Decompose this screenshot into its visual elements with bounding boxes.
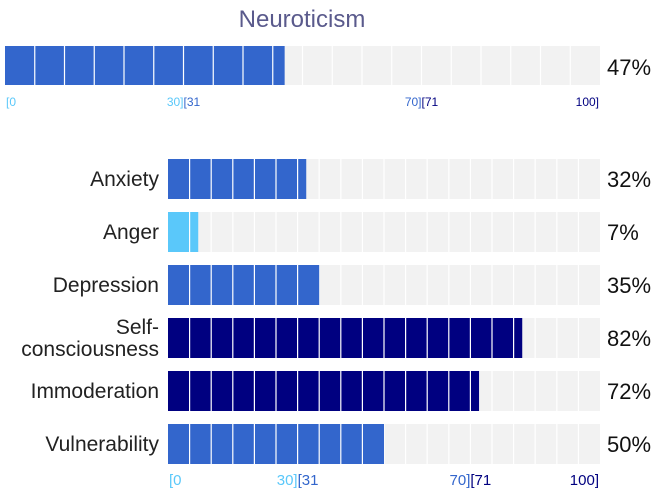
overall-tick-label: 70][71 [405, 95, 439, 109]
overall-tick-label: [0 [6, 95, 16, 109]
overall-tick-label: 100] [576, 95, 599, 109]
overall-bar-fill [5, 46, 285, 85]
overall-tick-label: 30][31 [167, 95, 201, 109]
facet-label: Anger [103, 221, 159, 244]
facet-label: Depression [53, 274, 159, 297]
facet-tick-label: 30][31 [277, 472, 319, 489]
facet-label-line: consciousness [21, 338, 159, 361]
facet-tick-part: 70] [450, 472, 471, 489]
facet-bar-fill [168, 371, 480, 411]
facet-label: Vulnerability [45, 433, 159, 456]
facet-row: Self-consciousness 82% [21, 316, 651, 361]
facet-value-label: 72% [607, 379, 651, 404]
facet-row: Vulnerability 50% [45, 424, 651, 464]
facet-row: Anxiety 32% [90, 159, 651, 199]
facet-label: Self-consciousness [21, 316, 159, 361]
overall-value-label: 47% [607, 55, 651, 80]
overall-tick-part: 30] [167, 95, 184, 109]
facet-tick-labels: [0 30][31 70][71 100] [169, 472, 599, 489]
facet-value-label: 35% [607, 273, 651, 298]
facet-value-label: 7% [607, 220, 639, 245]
overall-tick-labels: [0 30][31 70][71 100] [6, 95, 599, 109]
facet-bar-fill [168, 159, 307, 199]
facet-tick-part: [31 [298, 472, 319, 489]
facet-row: Depression 35% [53, 265, 651, 305]
facet-value-label: 50% [607, 432, 651, 457]
facet-tick-part: [71 [470, 472, 491, 489]
overall-tick-part: [71 [422, 95, 439, 109]
overall-tick-part: 70] [405, 95, 422, 109]
facet-value-label: 32% [607, 167, 651, 192]
facet-tick-label: 70][71 [450, 472, 492, 489]
facet-tick-label: 100] [570, 472, 599, 489]
facet-bar-fill [168, 212, 199, 252]
facet-row: Immoderation 72% [31, 371, 651, 411]
facet-row: Anger 7% [103, 212, 639, 252]
facet-tick-label: [0 [169, 472, 182, 489]
facet-label-line: Self- [116, 316, 159, 339]
overall-tick-part: [31 [184, 95, 201, 109]
facet-label: Immoderation [31, 380, 159, 403]
facet-bar-fill [168, 318, 523, 358]
chart-title: Neuroticism [239, 6, 366, 33]
facet-label: Anxiety [90, 168, 159, 191]
facet-bar-fill [168, 265, 320, 305]
facet-value-label: 82% [607, 326, 651, 351]
facet-tick-part: 30] [277, 472, 298, 489]
overall-bar-group: 47% [5, 46, 651, 85]
facet-bars-group: Anxiety 32% Anger 7% Depression 35% Self-consc… [21, 159, 651, 464]
